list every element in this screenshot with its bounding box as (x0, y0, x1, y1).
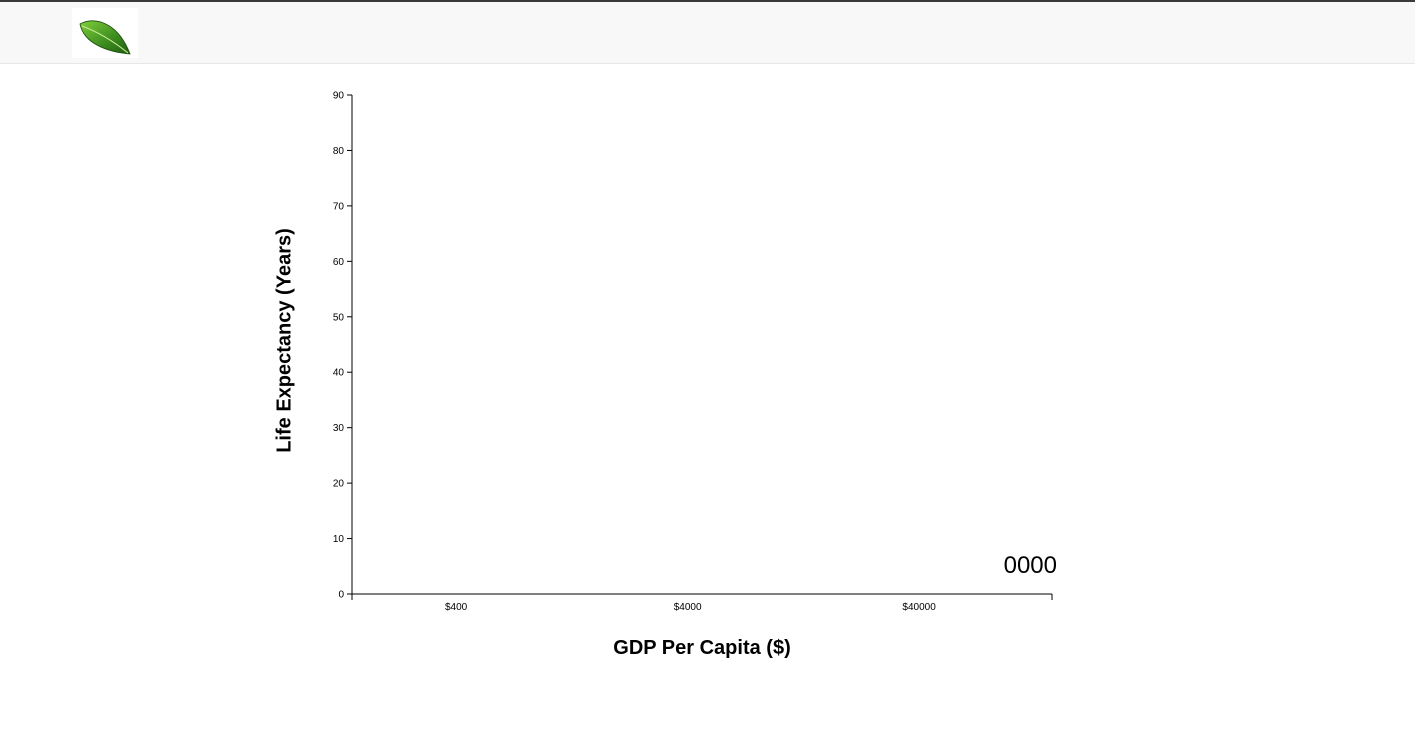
y-tick-label: 40 (333, 368, 345, 379)
y-tick-label: 10 (333, 534, 345, 545)
y-tick-label: 0 (338, 590, 344, 601)
x-tick-label: $4000 (674, 602, 702, 613)
y-tick-label: 90 (333, 91, 345, 102)
x-axis: $400 $4000 $40000 (351, 593, 1053, 613)
navbar (0, 2, 1415, 64)
y-tick-label: 50 (333, 312, 345, 323)
y-tick-label: 30 (333, 423, 345, 434)
logo[interactable] (72, 8, 138, 58)
x-axis-title: GDP Per Capita ($) (613, 637, 790, 659)
y-tick-label: 80 (333, 146, 345, 157)
y-tick-label: 60 (333, 257, 345, 268)
x-tick-label: $40000 (902, 602, 936, 613)
chart-area: 0 10 20 30 40 50 60 70 80 90 $400 $4000 $40000 Life… (0, 64, 1415, 731)
top-border (0, 0, 1415, 2)
scatter-chart: 0 10 20 30 40 50 60 70 80 90 $400 $4000 $40000 Life… (273, 91, 1057, 660)
y-axis: 0 10 20 30 40 50 60 70 80 90 (333, 91, 353, 601)
y-axis-title: Life Expectancy (Years) (273, 228, 295, 453)
year-label: 0000 (1004, 552, 1057, 579)
y-tick-label: 70 (333, 201, 345, 212)
y-tick-label: 20 (333, 479, 345, 490)
leaf-icon (79, 20, 131, 55)
x-tick-label: $400 (445, 602, 468, 613)
